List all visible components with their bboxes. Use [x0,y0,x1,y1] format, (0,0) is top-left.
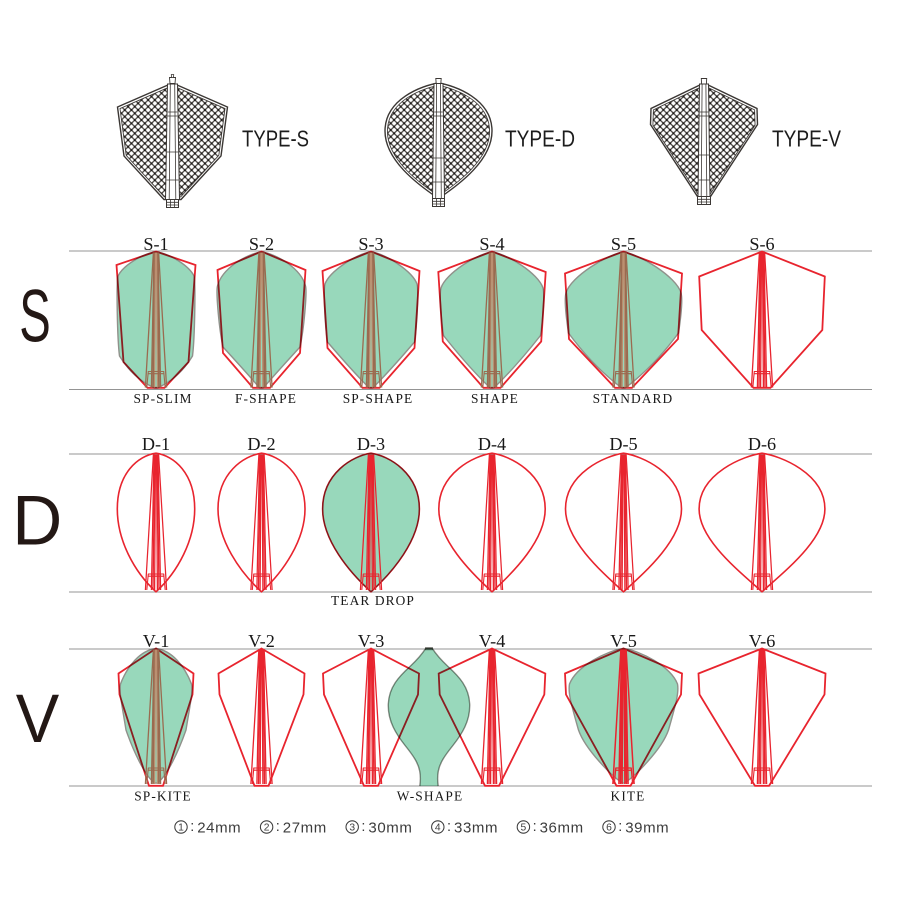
svg-text:TYPE-V: TYPE-V [772,126,841,152]
svg-text:4: 4 [435,823,441,834]
svg-text:S-4: S-4 [479,234,504,254]
svg-text:S-1: S-1 [143,234,168,254]
svg-text:TYPE-S: TYPE-S [242,126,309,152]
svg-text:33mm: 33mm [454,820,498,837]
svg-text:24mm: 24mm [197,820,241,837]
svg-text:W-SHAPE: W-SHAPE [397,789,463,804]
svg-text:S: S [19,275,51,358]
svg-text:36mm: 36mm [540,820,584,837]
svg-text::: : [447,819,451,835]
svg-text:SP-SLIM: SP-SLIM [133,391,192,406]
svg-text:TYPE-D: TYPE-D [505,126,575,152]
svg-text:TEAR DROP: TEAR DROP [331,593,415,608]
svg-text:KITE: KITE [611,789,646,804]
svg-text:SP-SHAPE: SP-SHAPE [343,391,414,406]
svg-text:30mm: 30mm [368,820,412,837]
svg-text::: : [618,819,622,835]
svg-text:F-SHAPE: F-SHAPE [235,391,297,406]
svg-text:S-6: S-6 [749,234,774,254]
svg-text:V-1: V-1 [143,631,170,651]
svg-text:V-3: V-3 [358,631,385,651]
svg-text::: : [276,819,280,835]
svg-text:D-3: D-3 [357,434,385,454]
svg-text:D-1: D-1 [142,434,170,454]
svg-text::: : [533,819,537,835]
svg-text::: : [190,819,194,835]
svg-text:V: V [16,680,60,757]
svg-text:S-5: S-5 [611,234,636,254]
svg-text:1: 1 [178,823,184,834]
svg-text:27mm: 27mm [283,820,327,837]
svg-text:V-4: V-4 [479,631,506,651]
svg-text:D: D [12,481,62,560]
svg-text::: : [361,819,365,835]
svg-text:6: 6 [606,823,612,834]
svg-text:STANDARD: STANDARD [593,391,674,406]
svg-text:D-4: D-4 [478,434,506,454]
svg-text:S-2: S-2 [249,234,274,254]
svg-text:V-5: V-5 [610,631,637,651]
svg-text:3: 3 [349,823,355,834]
svg-text:5: 5 [521,823,527,834]
svg-text:39mm: 39mm [625,820,669,837]
svg-text:D-5: D-5 [609,434,637,454]
svg-text:SHAPE: SHAPE [471,391,519,406]
svg-text:D-2: D-2 [247,434,275,454]
svg-text:2: 2 [264,823,270,834]
svg-text:V-2: V-2 [248,631,275,651]
svg-text:S-3: S-3 [358,234,383,254]
svg-text:SP-KITE: SP-KITE [134,789,192,804]
svg-text:D-6: D-6 [748,434,776,454]
svg-text:V-6: V-6 [749,631,776,651]
